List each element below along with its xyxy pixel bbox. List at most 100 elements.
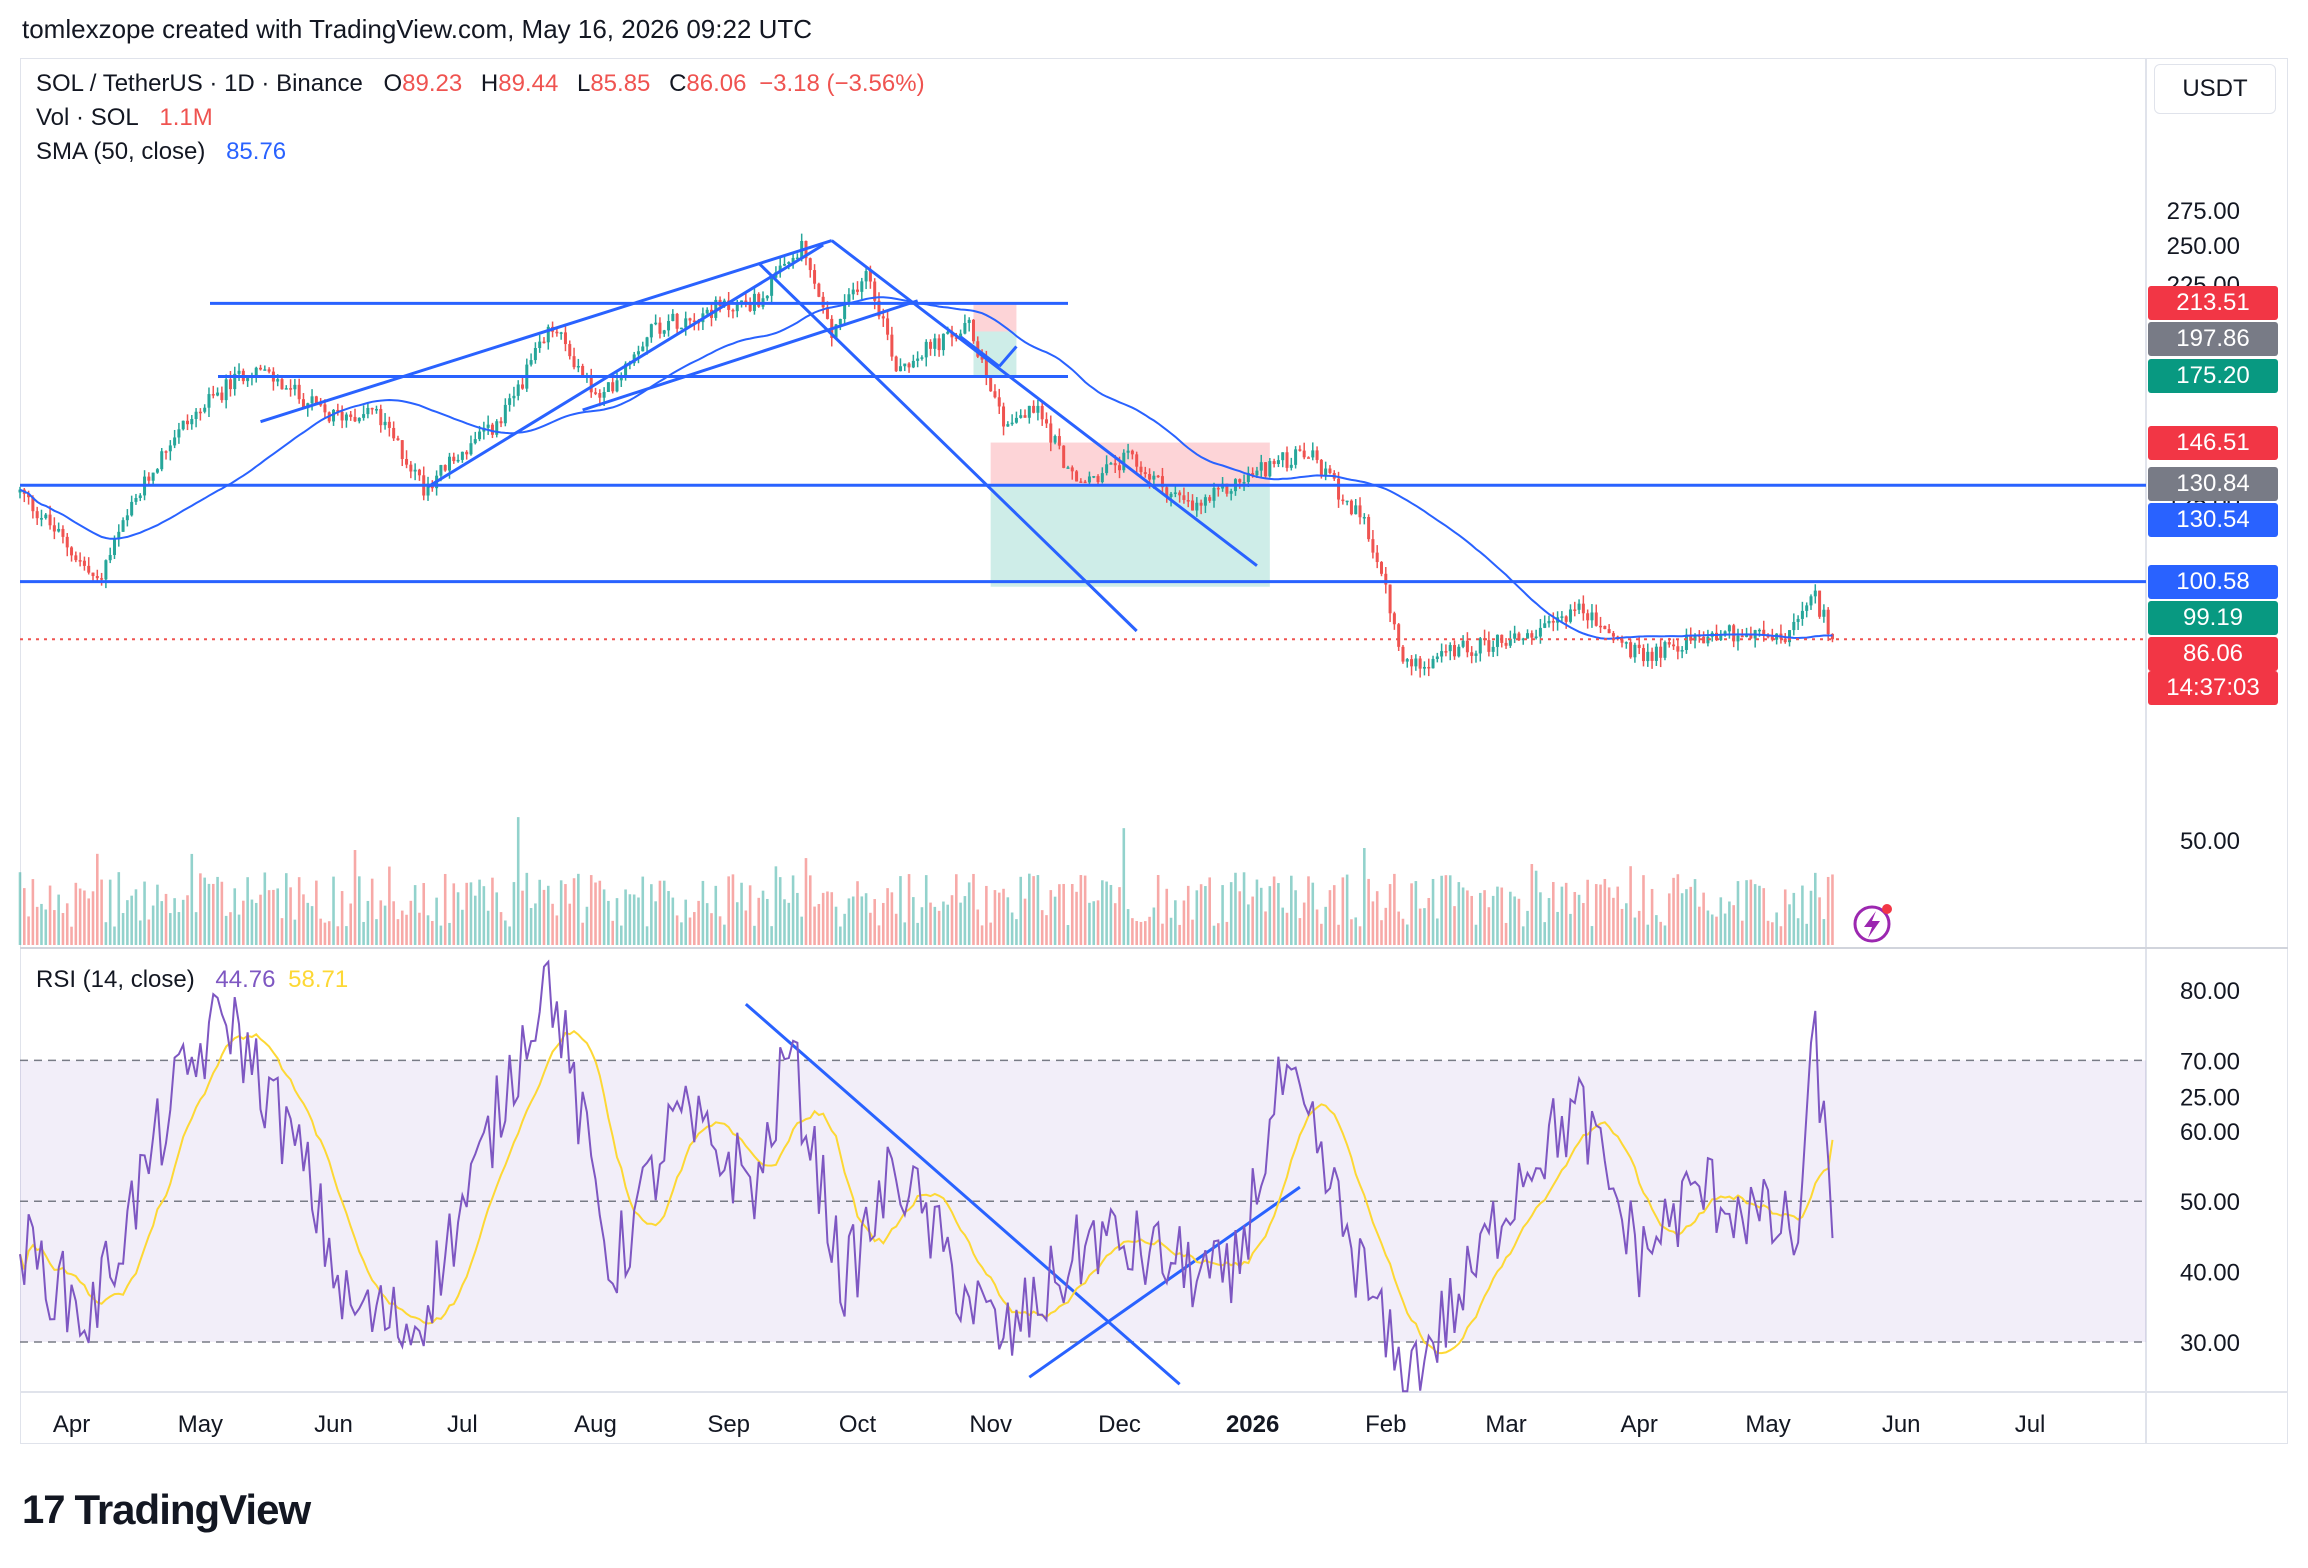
volume-bar xyxy=(233,888,237,945)
trend-line[interactable] xyxy=(998,345,1018,368)
candle-body xyxy=(1109,463,1113,465)
candle-body xyxy=(95,576,99,579)
volume-bar xyxy=(276,888,279,945)
volume-bar xyxy=(529,908,533,945)
position-boxes[interactable] xyxy=(973,303,1270,587)
rsi-trend-line[interactable] xyxy=(1028,1185,1301,1379)
volume-bar xyxy=(667,891,670,945)
trend-line[interactable] xyxy=(260,239,833,424)
candle-body xyxy=(224,379,228,401)
volume-bar xyxy=(602,889,606,945)
currency-button[interactable]: USDT xyxy=(2154,64,2276,114)
candle-body xyxy=(654,322,658,325)
target-zone[interactable] xyxy=(990,484,1270,587)
candle-body xyxy=(1032,405,1036,413)
candle-body xyxy=(1478,638,1482,654)
candle-body xyxy=(877,300,881,317)
rsi-axis[interactable]: 80.00 70.00 60.00 50.00 40.00 30.00 xyxy=(2180,978,2240,1357)
candle-body xyxy=(1319,459,1323,477)
alert-lightning-icon[interactable] xyxy=(1853,904,1892,943)
volume-bar xyxy=(1131,918,1134,945)
volume-bar xyxy=(546,885,550,945)
volume-legend[interactable]: Vol · SOL 1.1M xyxy=(36,104,219,132)
candle-body xyxy=(1027,405,1031,418)
candle-body xyxy=(1130,450,1134,455)
candle-body xyxy=(1160,476,1164,488)
candle-body xyxy=(568,344,572,357)
candle-body xyxy=(100,578,104,580)
volume-bar xyxy=(143,881,146,945)
volume-bar xyxy=(675,915,679,945)
volume-bar xyxy=(1221,885,1224,945)
candle-body xyxy=(366,407,370,415)
candle-body xyxy=(443,465,447,471)
symbol-legend[interactable]: SOL / TetherUS · 1D · Binance O89.23 H89… xyxy=(36,70,931,98)
volume-bar xyxy=(482,886,486,945)
tradingview-logo[interactable]: 17 TradingView xyxy=(22,1486,311,1534)
trend-drawings[interactable] xyxy=(20,239,2146,1386)
candle-body xyxy=(155,469,159,473)
volume-bar xyxy=(1126,909,1130,945)
candle-body xyxy=(636,351,640,355)
candle-body xyxy=(1100,473,1104,483)
stop-zone[interactable] xyxy=(990,442,1270,485)
volume-bar xyxy=(1573,891,1577,945)
volume-bar xyxy=(916,922,919,945)
candle-body xyxy=(959,333,963,338)
candle-body xyxy=(44,514,48,519)
time-axis[interactable]: Apr May Jun Jul Aug Sep Oct Nov Dec 2026 Feb Mar Apr… xyxy=(53,1411,2046,1438)
candle-body xyxy=(834,324,838,338)
candle-body xyxy=(980,356,984,360)
trend-line[interactable] xyxy=(427,243,824,489)
volume-bar xyxy=(1698,906,1701,945)
candle-body xyxy=(1586,613,1590,621)
time-tick-label: Apr xyxy=(1621,1411,1658,1438)
volume-bar xyxy=(418,912,421,945)
candle-body xyxy=(439,465,443,476)
volume-bar xyxy=(164,893,168,945)
open-value: 89.23 xyxy=(402,70,463,97)
volume-bar xyxy=(1320,923,1323,945)
volume-bar xyxy=(1393,873,1396,945)
candle-body xyxy=(1306,457,1310,459)
volume-bar xyxy=(392,901,395,945)
volume-bar xyxy=(1225,921,1229,945)
volume-bar xyxy=(508,926,511,945)
volume-bar xyxy=(186,895,189,945)
volume-bar xyxy=(778,877,782,945)
volume-bar xyxy=(1036,875,1040,945)
trend-line[interactable] xyxy=(959,335,1001,368)
candle-body xyxy=(508,398,512,405)
trend-line[interactable] xyxy=(757,262,1138,633)
candle-body xyxy=(1453,645,1457,657)
sma-legend[interactable]: SMA (50, close) 85.76 xyxy=(36,138,292,166)
candle-body xyxy=(65,536,69,548)
candle-body xyxy=(714,299,718,318)
volume-bar xyxy=(358,876,361,945)
volume-bar xyxy=(607,900,610,945)
volume-bar xyxy=(280,918,284,945)
volume-bar xyxy=(100,879,103,945)
volume-bar xyxy=(1749,879,1753,945)
trend-line[interactable] xyxy=(582,299,919,412)
stop-zone[interactable] xyxy=(973,303,1017,332)
candlesticks xyxy=(18,233,1834,678)
trend-line[interactable] xyxy=(830,239,1258,567)
rsi-legend[interactable]: RSI (14, close) 44.76 58.71 xyxy=(36,966,354,994)
candle-body xyxy=(1633,644,1637,658)
candle-body xyxy=(937,338,941,351)
candle-body xyxy=(911,360,915,368)
volume-bar xyxy=(353,850,357,945)
volume-bar xyxy=(1002,888,1005,945)
candle-body xyxy=(1581,603,1585,614)
candle-body xyxy=(78,560,82,562)
candle-body xyxy=(220,392,224,401)
volume-bar xyxy=(1680,893,1684,945)
volume-bar xyxy=(1603,878,1607,945)
candle-body xyxy=(216,392,220,396)
volume-bar xyxy=(1238,891,1242,945)
candle-body xyxy=(319,403,323,406)
volume-bar xyxy=(873,899,876,945)
volume-bar xyxy=(113,926,116,945)
